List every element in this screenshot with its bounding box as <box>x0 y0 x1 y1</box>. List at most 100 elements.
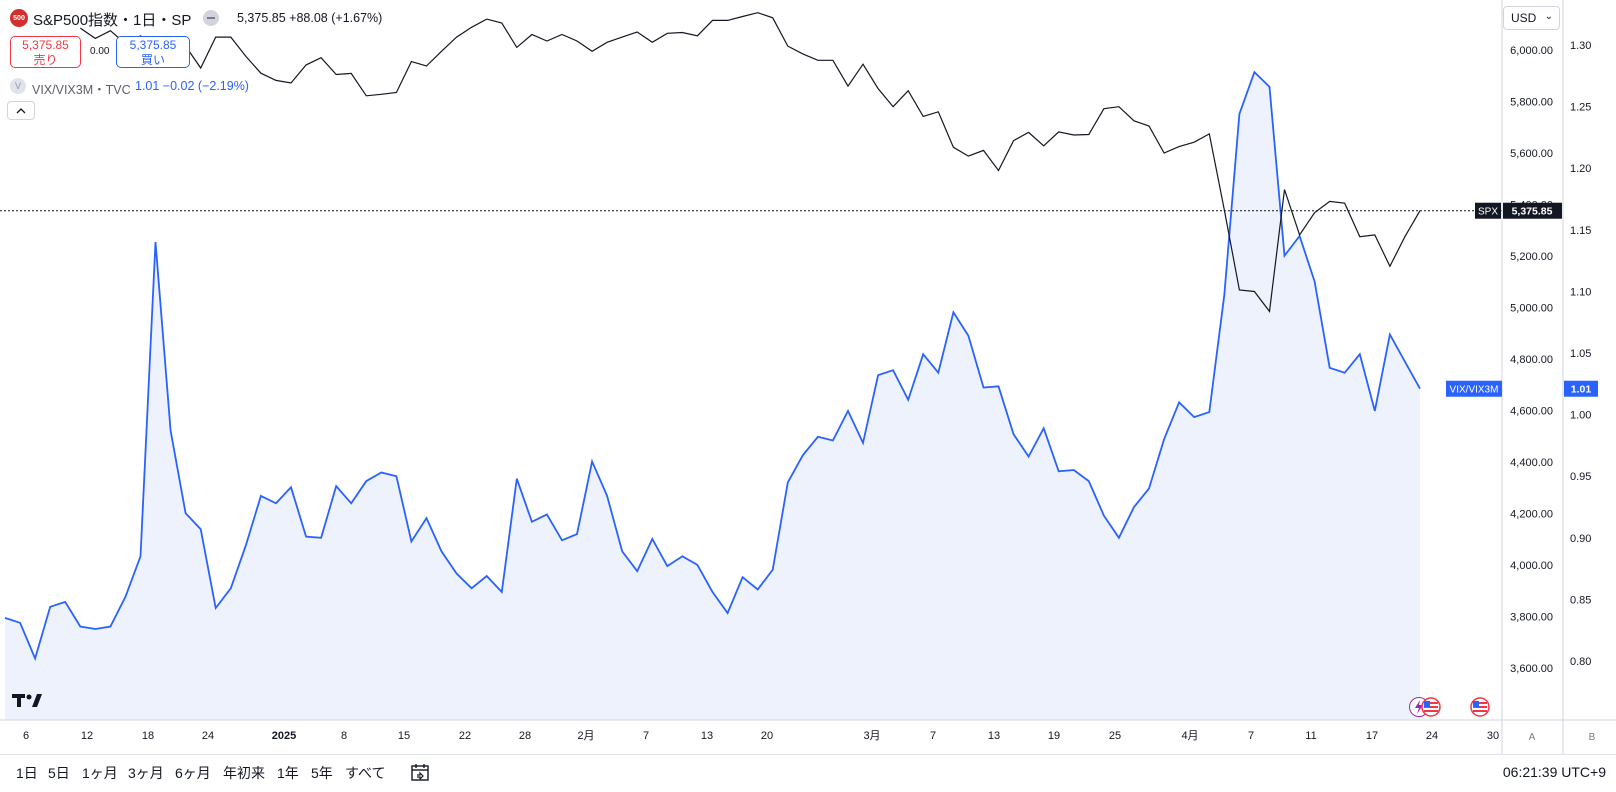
x-axis-tick-label: 12 <box>81 730 93 742</box>
left-axis-tick-label: 3,600.00 <box>1510 663 1553 675</box>
right-axis-tick-label: 1.20 <box>1570 163 1591 175</box>
x-axis-tick-label: 30 <box>1487 730 1499 742</box>
auto-scale-button[interactable]: A <box>1528 731 1536 743</box>
right-axis-tick-label: 1.00 <box>1570 410 1591 422</box>
buy-price: 5,375.85 <box>129 38 177 52</box>
range-all-button[interactable]: すべて <box>345 765 386 781</box>
range-ytd-button[interactable]: 年初来 <box>223 765 265 781</box>
range-5d-button[interactable]: 5日 <box>48 765 70 781</box>
currency-select[interactable]: USD ⌄ <box>1503 6 1560 30</box>
x-axis-tick-label: 25 <box>1109 730 1121 742</box>
vix-logo-icon: V <box>10 78 26 94</box>
x-axis-tick-label: 7 <box>643 730 649 742</box>
left-axis-tick-label: 3,800.00 <box>1510 612 1553 624</box>
x-axis-tick-label: 3月 <box>863 730 880 742</box>
time-axis[interactable]: 6 12 18 24 2025 8 15 22 28 2月 7 13 20 3月 7 13 19 25 4月 7 11 1… <box>23 730 1499 742</box>
right-axis-tick-label: 1.25 <box>1570 102 1591 114</box>
right-axis-tick-label: 1.05 <box>1570 348 1591 360</box>
x-axis-tick-label: 17 <box>1366 730 1378 742</box>
x-axis-tick-label: 13 <box>701 730 713 742</box>
x-axis-tick-label: 19 <box>1048 730 1060 742</box>
x-axis-tick-label: 6 <box>23 730 29 742</box>
sell-label: 売り <box>33 53 58 67</box>
symbol-title[interactable]: S&P500指数・1日・SP <box>33 12 192 29</box>
compare-values: 1.01 −0.02 (−2.19%) <box>135 79 249 93</box>
range-1m-button[interactable]: 1ヶ月 <box>82 765 118 781</box>
spread-value: 0.00 <box>90 46 110 57</box>
vix-series-line[interactable] <box>4 70 1421 662</box>
clock-timezone[interactable]: 06:21:39 UTC+9 <box>1502 764 1606 780</box>
x-axis-tick-label: 20 <box>761 730 773 742</box>
sp500-logo-icon: 500 <box>10 9 28 27</box>
x-axis-tick-label: 13 <box>988 730 1000 742</box>
vix-area <box>5 72 1420 721</box>
left-axis-tick-label: 4,000.00 <box>1510 560 1553 572</box>
auto-scale-button-right[interactable]: B <box>1588 731 1596 743</box>
left-axis-tick-label: 5,200.00 <box>1510 251 1553 263</box>
range-1d-button[interactable]: 1日 <box>16 765 38 781</box>
vix-axis-tag <box>1446 380 1502 397</box>
x-axis-tick-label: 24 <box>202 730 214 742</box>
calendar-icon[interactable] <box>410 762 430 782</box>
right-axis-tick-label: 0.80 <box>1570 656 1591 668</box>
range-3m-button[interactable]: 3ヶ月 <box>128 765 164 781</box>
buy-button[interactable]: 5,375.85 買い <box>116 36 190 68</box>
us-flag-icon-2[interactable] <box>1470 697 1490 717</box>
right-axis-tick-label: 0.90 <box>1570 533 1591 545</box>
left-axis-tick-label: 4,400.00 <box>1510 457 1553 469</box>
sell-button[interactable]: 5,375.85 売り <box>10 36 81 68</box>
right-axis-tick-label: 1.10 <box>1570 286 1591 298</box>
spx-axis-tag-label: SPX <box>1478 207 1498 218</box>
x-axis-tick-label: 24 <box>1426 730 1438 742</box>
vix-price-tag-label: 1.01 <box>1571 384 1592 396</box>
buy-label: 買い <box>140 53 165 67</box>
x-axis-tick-label: 15 <box>398 730 410 742</box>
left-axis-tick-label: 5,600.00 <box>1510 148 1553 160</box>
last-price: 5,375.85 <box>237 11 286 25</box>
spx-price-tag-label: 5,375.85 <box>1512 206 1553 218</box>
x-axis-tick-label: 11 <box>1305 730 1316 742</box>
range-5y-button[interactable]: 5年 <box>311 765 333 781</box>
spx-series-line[interactable] <box>79 12 1421 313</box>
chevron-up-icon[interactable] <box>7 101 35 120</box>
chevron-down-icon: ⌄ <box>1544 11 1553 22</box>
spx-axis-tag <box>1475 202 1501 219</box>
x-axis-tick-label: 28 <box>519 730 531 742</box>
vix-price-tag <box>1564 380 1598 397</box>
right-axis-tick-label: 0.95 <box>1570 471 1591 483</box>
x-axis-tick-label: 7 <box>930 730 936 742</box>
quote-summary: 5,375.85 +88.08 (+1.67%) <box>237 11 382 25</box>
left-axis-tick-label: 4,800.00 <box>1510 354 1553 366</box>
chart-canvas[interactable]: 6,000.005,800.005,600.005,400.005,200.00… <box>0 0 1616 754</box>
x-axis-tick-label: 2025 <box>272 730 296 742</box>
compare-symbol-title[interactable]: VIX/VIX3M・TVC <box>32 83 131 97</box>
left-axis-tick-label: 5,000.00 <box>1510 303 1553 315</box>
us-flag-icon[interactable] <box>1421 697 1441 717</box>
left-axis-tick-label: 5,800.00 <box>1510 97 1553 109</box>
left-axis-tick-label: 4,200.00 <box>1510 509 1553 521</box>
right-axis-tick-label: 0.85 <box>1570 594 1591 606</box>
change-percent: (+1.67%) <box>331 11 383 25</box>
hide-series-icon[interactable] <box>203 10 219 26</box>
x-axis-tick-label: 22 <box>459 730 471 742</box>
right-axis-tick-label: 1.30 <box>1570 40 1591 52</box>
change-value: +88.08 <box>289 11 328 25</box>
sell-price: 5,375.85 <box>22 38 69 52</box>
x-axis-tick-label: 18 <box>142 730 154 742</box>
range-1y-button[interactable]: 1年 <box>277 765 299 781</box>
x-axis-tick-label: 7 <box>1248 730 1254 742</box>
vix-price-axis[interactable]: 1.30 1.25 1.20 1.15 1.10 1.05 1.00 0.95 0.90 0.85… <box>1570 40 1591 668</box>
vix-axis-tag-label: VIX/VIX3M <box>1450 385 1499 396</box>
spx-price-tag <box>1503 202 1562 219</box>
range-6m-button[interactable]: 6ヶ月 <box>175 765 211 781</box>
currency-value: USD <box>1511 11 1537 25</box>
bottom-toolbar: 1日 5日 1ヶ月 3ヶ月 6ヶ月 年初来 1年 5年 すべて 06:21:39… <box>0 754 1616 792</box>
x-axis-tick-label: 4月 <box>1181 730 1198 742</box>
left-axis-tick-label: 4,600.00 <box>1510 406 1553 418</box>
left-axis-tick-label: 6,000.00 <box>1510 45 1553 57</box>
x-axis-tick-label: 2月 <box>577 730 594 742</box>
x-axis-tick-label: 8 <box>341 730 347 742</box>
tradingview-logo-icon <box>12 691 44 714</box>
right-axis-tick-label: 1.15 <box>1570 225 1591 237</box>
